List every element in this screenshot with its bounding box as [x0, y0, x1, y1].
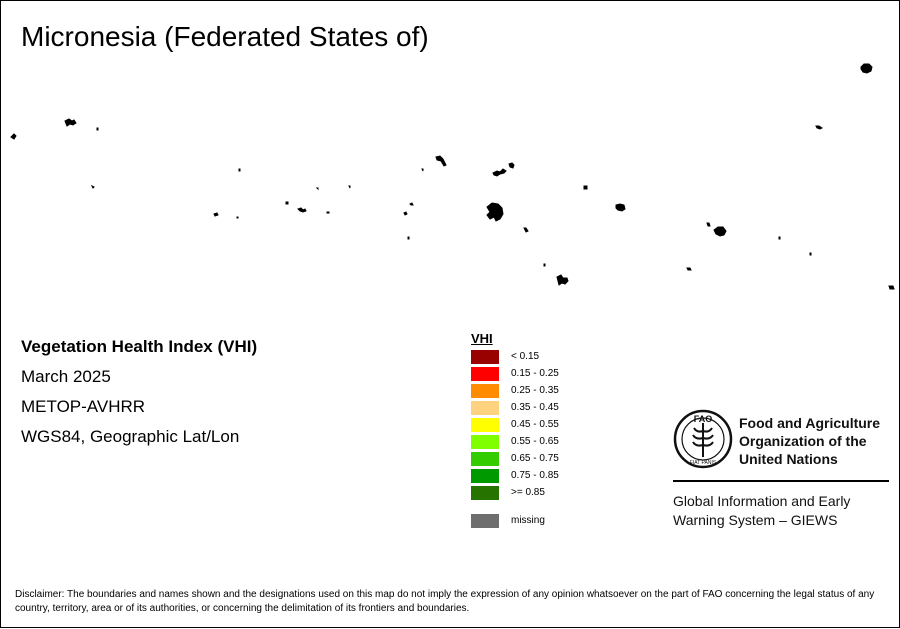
giews-name: Global Information and Early Warning Sys… [673, 492, 850, 530]
island-24 [615, 203, 626, 212]
island-16 [421, 168, 424, 172]
island-23 [583, 185, 588, 190]
island-1 [10, 133, 17, 140]
legend-swatch [471, 418, 499, 432]
island-30 [860, 63, 895, 290]
giews-line2: Warning System – GIEWS [673, 512, 838, 528]
island-11 [326, 211, 330, 214]
index-name: Vegetation Health Index (VHI) [21, 337, 258, 356]
island-13 [403, 211, 408, 216]
island-18 [492, 162, 515, 177]
projection-label: WGS84, Geographic Lat/Lon [21, 427, 240, 446]
island-8 [285, 201, 289, 205]
legend-swatch [471, 435, 499, 449]
island-21 [543, 263, 546, 267]
island-5 [213, 212, 219, 217]
legend-label: 0.25 - 0.35 [511, 385, 559, 396]
legend-label: >= 0.85 [511, 487, 545, 498]
map-title: Micronesia (Federated States of) [21, 21, 429, 52]
organization-name-line1: Food and Agriculture [739, 415, 881, 431]
island-25 [686, 267, 692, 271]
fao-logo-icon: FAO FIAT PANIS [673, 409, 733, 469]
island-15 [407, 236, 410, 240]
giews-line1: Global Information and Early [673, 493, 851, 509]
island-3 [96, 127, 99, 131]
legend-swatch [471, 367, 499, 381]
island-6 [236, 216, 239, 219]
legend-title: VHI [471, 331, 493, 346]
island-10 [315, 187, 319, 191]
legend-swatch [471, 401, 499, 415]
organization-name-line2: Organization of the [739, 433, 867, 449]
period-label: March 2025 [21, 367, 111, 386]
organization-name: Food and Agriculture Organization of the… [739, 414, 899, 468]
island-9 [297, 207, 307, 213]
legend-label: 0.55 - 0.65 [511, 436, 559, 447]
island-19 [486, 202, 504, 222]
disclaimer: Disclaimer: The boundaries and names sho… [15, 589, 875, 614]
legend-swatch-missing [471, 514, 499, 528]
island-20 [523, 227, 529, 233]
organization-name-line3: United Nations [739, 451, 838, 467]
legend-swatch [471, 452, 499, 466]
legend-label: 0.65 - 0.75 [511, 453, 559, 464]
island-2 [64, 118, 77, 127]
logo-bottom-text: FIAT PANIS [690, 460, 717, 466]
logo-top-letters: FAO [694, 414, 713, 424]
island-26 [706, 222, 727, 237]
island-29 [815, 125, 823, 130]
island-12 [348, 185, 351, 189]
island-17 [435, 155, 447, 167]
legend-swatch [471, 384, 499, 398]
legend-swatch [471, 469, 499, 483]
legend-label: 0.45 - 0.55 [511, 419, 559, 430]
island-7 [238, 168, 241, 172]
organization-divider [673, 480, 889, 482]
island-14 [409, 202, 414, 206]
legend-label: 0.15 - 0.25 [511, 368, 559, 379]
legend-swatch [471, 350, 499, 364]
legend-label: < 0.15 [511, 351, 540, 362]
island-28 [809, 252, 812, 256]
legend-label-missing: missing [511, 515, 545, 526]
island-4 [90, 184, 95, 189]
legend-swatch [471, 486, 499, 500]
island-27 [778, 236, 781, 240]
island-22 [556, 274, 569, 286]
legend-label: 0.35 - 0.45 [511, 402, 559, 413]
legend-label: 0.75 - 0.85 [511, 470, 559, 481]
sensor-label: METOP-AVHRR [21, 397, 146, 416]
